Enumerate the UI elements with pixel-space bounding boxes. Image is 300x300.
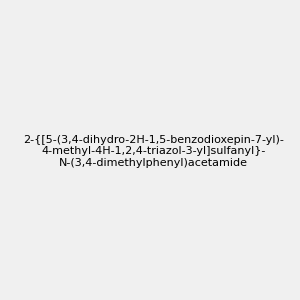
Text: 2-{[5-(3,4-dihydro-2H-1,5-benzodioxepin-7-yl)-
4-methyl-4H-1,2,4-triazol-3-yl]su: 2-{[5-(3,4-dihydro-2H-1,5-benzodioxepin-… xyxy=(23,135,284,168)
